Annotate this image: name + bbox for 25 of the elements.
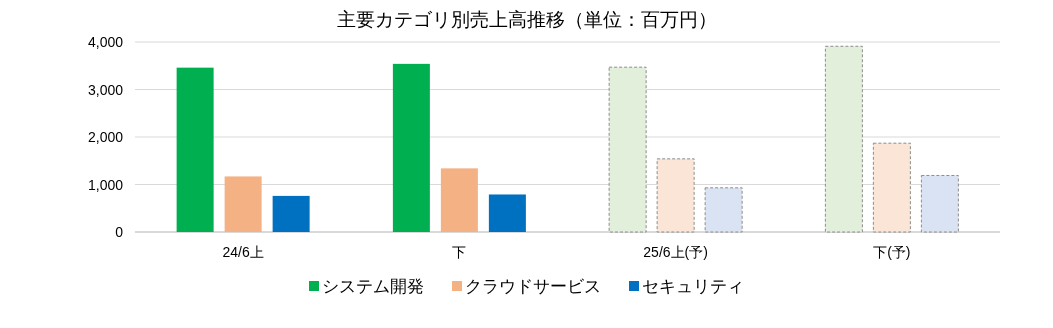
legend-label: システム開発 [322, 277, 424, 296]
bar [656, 158, 695, 233]
bar [824, 45, 863, 233]
chart-title: 主要カテゴリ別売上高推移（単位：百万円） [336, 9, 717, 30]
y-tick-label: 4,000 [87, 34, 124, 50]
x-tick-label: 25/6上(予) [643, 244, 708, 260]
x-tick-label: 24/6上 [222, 244, 264, 260]
bar [392, 63, 430, 232]
bar [176, 67, 214, 232]
x-tick-label: 下(予) [873, 244, 911, 260]
y-tick-label: 0 [115, 224, 124, 240]
bar [440, 168, 478, 232]
y-tick-label: 2,000 [87, 129, 124, 145]
y-tick-label: 3,000 [87, 81, 124, 98]
legend-label: クラウドサービス [465, 277, 601, 296]
bar [704, 187, 743, 233]
legend-label: セキュリティ [642, 277, 744, 296]
x-tick-label: 下 [452, 244, 467, 260]
bar [608, 66, 647, 233]
bar [920, 174, 959, 233]
bar [488, 194, 526, 232]
y-tick-label: 1,000 [87, 176, 124, 193]
bar [872, 142, 911, 233]
bar [272, 195, 310, 232]
bar [224, 176, 262, 232]
